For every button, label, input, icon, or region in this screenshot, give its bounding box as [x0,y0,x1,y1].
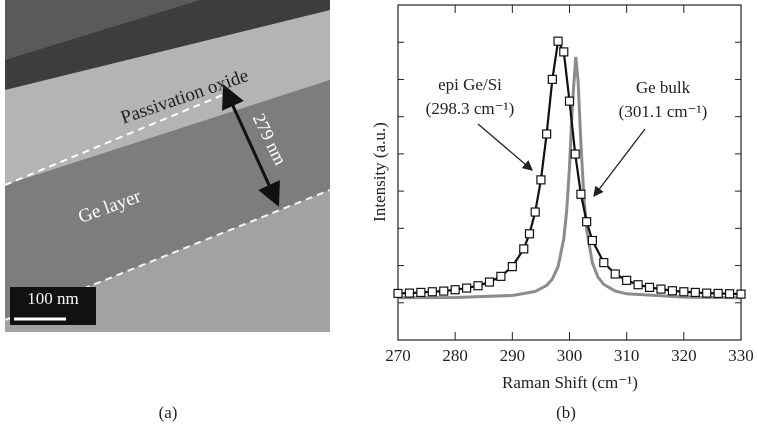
x-axis-label: Raman Shift (cm⁻¹) [502,373,638,392]
data-marker [547,74,557,84]
data-marker [724,289,735,299]
annotation: epi Ge/Si [438,75,502,94]
data-marker [524,229,535,239]
series-line [397,56,742,300]
annotation: (298.3 cm⁻¹) [426,99,515,118]
data-marker [582,217,592,227]
annotation-arrow [593,128,646,198]
data-marker [507,262,517,272]
data-marker [679,287,689,297]
data-marker [553,36,563,46]
data-marker [736,289,746,299]
data-marker [713,288,723,299]
data-marker [667,286,678,296]
data-marker [416,287,426,298]
data-marker [622,275,632,285]
caption: (b) [556,403,576,422]
data-marker [473,281,483,291]
annotation: (301.1 cm⁻¹) [619,102,708,121]
x-tick-label: 320 [671,346,697,365]
y-axis-label: Intensity (a.u.) [370,122,389,222]
data-marker [427,287,437,297]
data-marker [536,175,546,185]
x-tick-label: 300 [557,346,583,365]
data-marker [644,282,655,293]
data-marker [484,277,495,287]
tem-image [5,0,330,332]
data-marker [462,283,472,293]
data-marker [559,47,569,57]
data-marker [576,189,586,199]
data-marker [439,286,449,296]
data-marker [570,149,580,159]
data-marker [519,244,529,254]
data-marker [656,284,666,294]
data-marker [564,96,575,106]
data-marker [450,285,460,295]
data-marker [542,129,552,139]
data-marker [599,258,609,268]
data-marker [690,287,700,298]
x-tick-label: 280 [442,346,468,365]
data-marker [610,269,620,279]
data-marker [496,271,506,281]
data-marker [530,207,540,217]
x-tick-label: 310 [614,346,640,365]
x-tick-label: 270 [385,346,411,365]
caption: (a) [159,403,178,422]
data-marker [633,280,643,290]
annotation: Ge bulk [636,78,691,97]
data-marker [587,235,597,246]
scale-label: 100 nm [27,289,78,308]
data-marker [404,288,415,298]
data-marker [702,288,712,298]
annotation-arrow [477,123,533,171]
x-tick-label: 290 [500,346,526,365]
x-tick-label: 330 [728,346,754,365]
data-marker [393,288,403,299]
